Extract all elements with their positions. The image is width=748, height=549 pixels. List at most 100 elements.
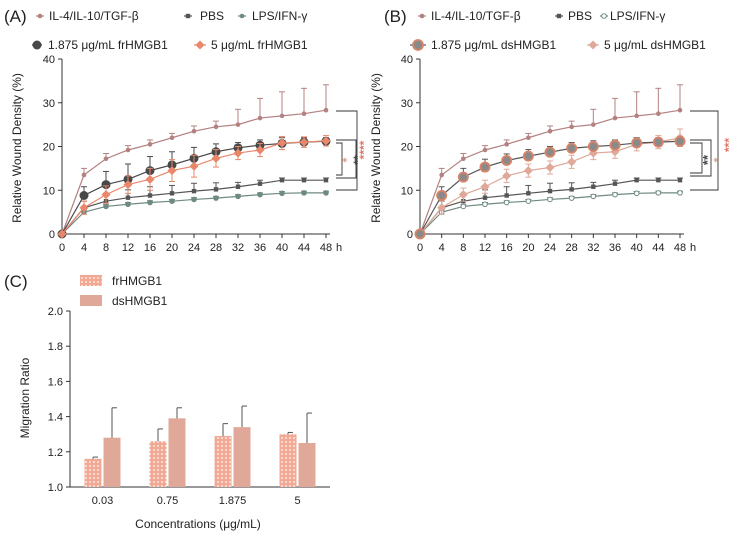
series-a-fr_high-point bbox=[255, 145, 265, 155]
series-a-fr_high-point bbox=[101, 190, 111, 200]
series-b-il4 bbox=[417, 84, 683, 237]
series-b-pbs bbox=[417, 177, 683, 237]
bar-fr-5 bbox=[279, 434, 297, 487]
panel-a-x-tick-label: 36 bbox=[254, 242, 266, 254]
panel-c-y-tick-label: 1.4 bbox=[48, 412, 63, 424]
series-b-ds_low-point bbox=[457, 171, 469, 183]
panel-b-x-tick-label: 8 bbox=[460, 242, 466, 254]
series-a-il4-point bbox=[125, 147, 131, 153]
panel-b-x-tick-label: 12 bbox=[479, 242, 491, 254]
panel-b-letter: (B) bbox=[384, 7, 407, 26]
series-b-il4-point bbox=[634, 113, 639, 119]
panel-a-y-tick-label: 10 bbox=[43, 185, 55, 197]
series-a-il4-point bbox=[147, 142, 153, 147]
series-a-il4-point bbox=[279, 113, 285, 119]
series-b-ds_low-point bbox=[609, 139, 621, 151]
panel-b-y-label: Relative Wound Density (%) bbox=[369, 73, 383, 223]
panel-a-y-tick-label: 30 bbox=[43, 98, 55, 110]
series-a-fr_high-point bbox=[57, 229, 67, 239]
panel-b-legend: IL-4/IL-10/TGF-β PBS LPS/IFN-γ 1.875 μg/… bbox=[410, 9, 706, 52]
panel-a-y-tick-label: 40 bbox=[43, 54, 55, 66]
series-b-lps-point bbox=[525, 198, 532, 204]
panel-b-y-tick-label: 10 bbox=[401, 185, 413, 197]
series-b-il4-point bbox=[656, 111, 661, 116]
series-a-fr_low-point bbox=[79, 191, 89, 200]
series-a-fr_high-point bbox=[211, 153, 221, 163]
panel-c-x-tick-label: 0.75 bbox=[157, 495, 178, 507]
panel-c-letter: (C) bbox=[4, 272, 28, 291]
panel-c-x-tick-label: 1.875 bbox=[219, 495, 247, 507]
series-a-lps-point bbox=[213, 195, 219, 201]
series-a-lps-point bbox=[257, 191, 263, 198]
panel-b-x-tick-label: 0 bbox=[417, 242, 423, 254]
series-b-lps-point bbox=[612, 191, 618, 198]
series-a-pbs-point bbox=[301, 177, 307, 183]
sig-b-bracket-outer bbox=[690, 110, 719, 191]
series-a-lps-point bbox=[103, 203, 109, 210]
series-b-ds_low bbox=[414, 135, 686, 240]
panel-b-x-tick-label: 4 bbox=[439, 242, 445, 254]
series-b-pbs-point bbox=[569, 187, 574, 192]
panel-b-y-tick-label: 30 bbox=[401, 98, 413, 110]
panel-c-x-tick-label: 0.03 bbox=[92, 495, 113, 507]
series-b-il4-point bbox=[439, 172, 444, 178]
series-b-il4-point bbox=[461, 156, 466, 162]
series-a-il4-point bbox=[323, 107, 329, 113]
series-b-lps-point bbox=[503, 199, 510, 206]
sig-a-star-3: ** bbox=[351, 155, 365, 165]
legend-c-fr-label: frHMGB1 bbox=[112, 274, 162, 288]
series-a-il4-point bbox=[103, 156, 109, 162]
series-b-ds_low-point bbox=[436, 189, 448, 201]
sig-b-star-3: ** bbox=[700, 154, 715, 165]
panel-c-legend: frHMGB1 dsHMGB1 bbox=[80, 274, 168, 308]
series-a-lps-point bbox=[147, 199, 153, 206]
series-b-ds_low-point bbox=[479, 161, 491, 173]
legend-b-lps-label: LPS/IFN-γ bbox=[610, 9, 665, 23]
series-b-pbs-point bbox=[547, 188, 553, 194]
legend-a-pbs-marker bbox=[185, 13, 191, 19]
series-a-fr_high-point bbox=[145, 174, 155, 184]
series-a-il4-point bbox=[213, 124, 219, 130]
panel-a-x-tick-label: 16 bbox=[144, 242, 156, 254]
panel-c: (C) frHMGB1 dsHMGB1 Migration Ratio Conc… bbox=[4, 272, 330, 531]
sig-a-star-1: **** bbox=[357, 140, 371, 159]
series-a-fr_high-point bbox=[79, 203, 89, 213]
sig-b-bracket-mid bbox=[690, 139, 712, 177]
series-b-pbs-point bbox=[612, 181, 618, 186]
panel-b-x-tick-label: 20 bbox=[522, 242, 534, 254]
panel-b-x-tick-label: 36 bbox=[609, 242, 621, 254]
series-a-pbs-point bbox=[323, 177, 329, 183]
bar-fr-0.03 bbox=[84, 458, 102, 487]
panel-a-significance: **** * ** bbox=[336, 110, 371, 191]
series-a-il4-point bbox=[257, 115, 263, 121]
panel-b-y-tick-label: 0 bbox=[407, 229, 413, 241]
legend-a-pbs-label: PBS bbox=[200, 9, 224, 23]
series-a-il4 bbox=[59, 84, 329, 237]
panel-a-x-tick-label: 44 bbox=[298, 242, 310, 254]
legend-a-frlow-label: 1.875 μg/mL frHMGB1 bbox=[48, 38, 168, 52]
legend-b-dshigh-marker bbox=[588, 40, 598, 50]
panel-b-significance: *** * ** bbox=[690, 110, 736, 191]
series-b-ds_low-point bbox=[414, 228, 426, 240]
series-a-il4-point bbox=[235, 122, 241, 127]
panel-c-x-tick-label: 5 bbox=[294, 495, 300, 507]
series-b-il4-point bbox=[504, 142, 509, 147]
legend-c-ds-swatch bbox=[80, 295, 102, 306]
legend-b-il4-marker bbox=[419, 13, 425, 19]
sig-b-star-2: * bbox=[711, 157, 725, 162]
sig-a-bracket-inner bbox=[336, 142, 343, 176]
panel-a-letter: (A) bbox=[4, 7, 27, 26]
series-a-lps bbox=[59, 190, 329, 237]
panel-a-legend: IL-4/IL-10/TGF-β PBS LPS/IFN-γ 1.875 μg/… bbox=[32, 9, 308, 52]
legend-a-il4-label: IL-4/IL-10/TGF-β bbox=[49, 9, 139, 23]
series-b-pbs-point bbox=[591, 184, 596, 189]
legend-b-dslow-marker bbox=[412, 39, 424, 51]
panel-a-x-tick-label: 20 bbox=[166, 242, 178, 254]
sig-a-star-2: * bbox=[340, 157, 354, 162]
series-b-ds_high-point bbox=[567, 157, 577, 167]
series-a-il4-point bbox=[301, 111, 307, 116]
series-a-pbs-point bbox=[147, 193, 153, 198]
